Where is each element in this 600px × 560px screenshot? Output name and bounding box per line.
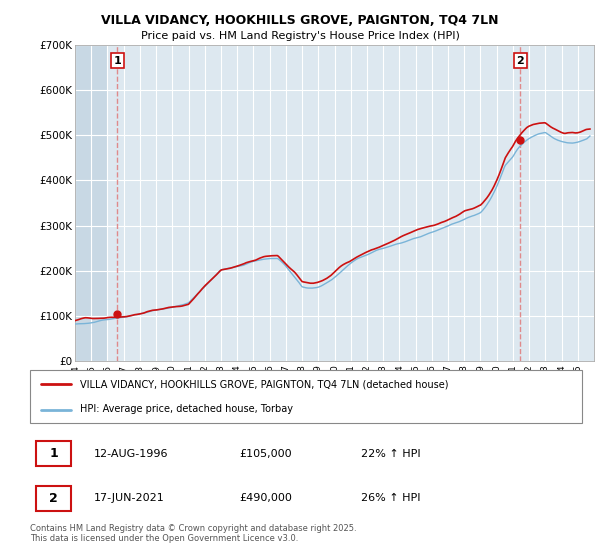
Text: 1: 1 (49, 447, 58, 460)
FancyBboxPatch shape (35, 441, 71, 466)
Bar (75, 45, 107, 361)
Text: £105,000: £105,000 (240, 449, 292, 459)
Text: VILLA VIDANCY, HOOKHILLS GROVE, PAIGNTON, TQ4 7LN (detached house): VILLA VIDANCY, HOOKHILLS GROVE, PAIGNTON… (80, 380, 448, 390)
Text: 1: 1 (113, 55, 121, 66)
Text: Price paid vs. HM Land Registry's House Price Index (HPI): Price paid vs. HM Land Registry's House … (140, 31, 460, 41)
Text: 22% ↑ HPI: 22% ↑ HPI (361, 449, 421, 459)
Text: HPI: Average price, detached house, Torbay: HPI: Average price, detached house, Torb… (80, 404, 293, 414)
Text: 17-JUN-2021: 17-JUN-2021 (94, 493, 164, 503)
Text: 2: 2 (517, 55, 524, 66)
Text: 26% ↑ HPI: 26% ↑ HPI (361, 493, 421, 503)
Text: £490,000: £490,000 (240, 493, 293, 503)
Text: VILLA VIDANCY, HOOKHILLS GROVE, PAIGNTON, TQ4 7LN: VILLA VIDANCY, HOOKHILLS GROVE, PAIGNTON… (101, 14, 499, 27)
Text: 12-AUG-1996: 12-AUG-1996 (94, 449, 168, 459)
FancyBboxPatch shape (35, 486, 71, 511)
Text: 2: 2 (49, 492, 58, 505)
Text: Contains HM Land Registry data © Crown copyright and database right 2025.
This d: Contains HM Land Registry data © Crown c… (30, 524, 356, 543)
FancyBboxPatch shape (30, 370, 582, 423)
